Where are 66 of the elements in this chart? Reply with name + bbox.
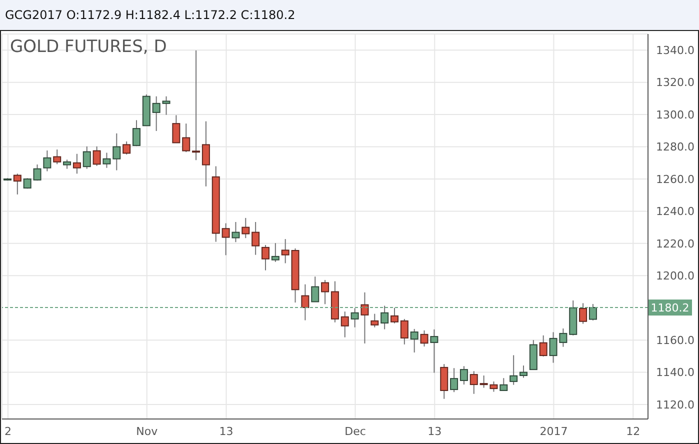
candlestick [72, 153, 81, 174]
candlestick [539, 334, 548, 357]
y-tick-label: 1240.0 [656, 205, 694, 218]
candlestick [53, 149, 62, 165]
candlestick [132, 120, 140, 147]
candlestick [162, 96, 170, 116]
candlestick [579, 302, 588, 324]
candlestick [301, 284, 310, 321]
candlestick [510, 354, 518, 386]
candlestick [232, 221, 240, 243]
candlestick [340, 311, 349, 338]
candlestick [360, 292, 369, 344]
candlestick [470, 370, 478, 394]
candlestick [202, 120, 210, 187]
x-tick-label: 12 [626, 424, 640, 438]
x-tick-label: 13 [428, 424, 442, 438]
y-tick-label: 1220.0 [656, 237, 694, 250]
y-tick-label: 1280.0 [656, 140, 694, 154]
y-tick-label: 1300.0 [656, 108, 694, 122]
x-tick-label: 2 [4, 424, 12, 438]
candlestick [321, 279, 330, 305]
x-tick-label: Dec [344, 424, 366, 438]
candlestick [13, 173, 22, 195]
candlestick [102, 152, 111, 168]
candlestick [460, 366, 468, 386]
candlestick [222, 222, 230, 256]
candlestick [520, 365, 528, 378]
candlestick [271, 242, 280, 262]
candlestick [410, 328, 418, 353]
candlestick [500, 378, 508, 391]
y-tick-label: 1200.0 [656, 270, 694, 283]
candlestick [122, 140, 131, 155]
candlestick [63, 159, 72, 170]
x-tick-label: 13 [219, 424, 234, 438]
candlestick [311, 276, 320, 302]
candlestick [370, 313, 379, 328]
ref-line-label: 1180.2 [650, 302, 690, 315]
candlestick [450, 368, 458, 393]
y-tick-label: 1140.0 [656, 366, 694, 380]
candlestick [33, 164, 42, 182]
candlestick [152, 96, 160, 132]
y-tick-label: 1320.0 [656, 76, 694, 90]
candlestick [43, 150, 52, 172]
x-tick-label: 2017 [540, 424, 568, 438]
candlestick [82, 146, 91, 170]
candlestick [400, 318, 408, 345]
candlestick [252, 221, 260, 256]
candlestick [112, 132, 121, 171]
y-tick-label: 1160.0 [656, 334, 694, 347]
x-tick-label: Nov [136, 424, 158, 438]
candlestick [182, 123, 190, 153]
y-tick-label: 1120.0 [656, 398, 694, 412]
chart-title: GOLD FUTURES, D [10, 37, 167, 57]
candlestick [172, 114, 180, 144]
y-tick-label: 1340.0 [656, 44, 694, 58]
chart-subtitle: GCG2017 O:1172.9 H:1182.4 L:1172.2 C:1180.2 [4, 7, 296, 24]
candlestick [261, 244, 270, 271]
candlestick [390, 307, 398, 324]
candlestick [192, 50, 200, 161]
candlestick [92, 146, 101, 166]
y-tick-label: 1260.0 [656, 172, 694, 186]
candlestick [242, 217, 250, 239]
candlestick [440, 364, 448, 400]
candlestick [430, 328, 438, 374]
candlestick [281, 238, 290, 264]
candlestick [420, 330, 428, 348]
